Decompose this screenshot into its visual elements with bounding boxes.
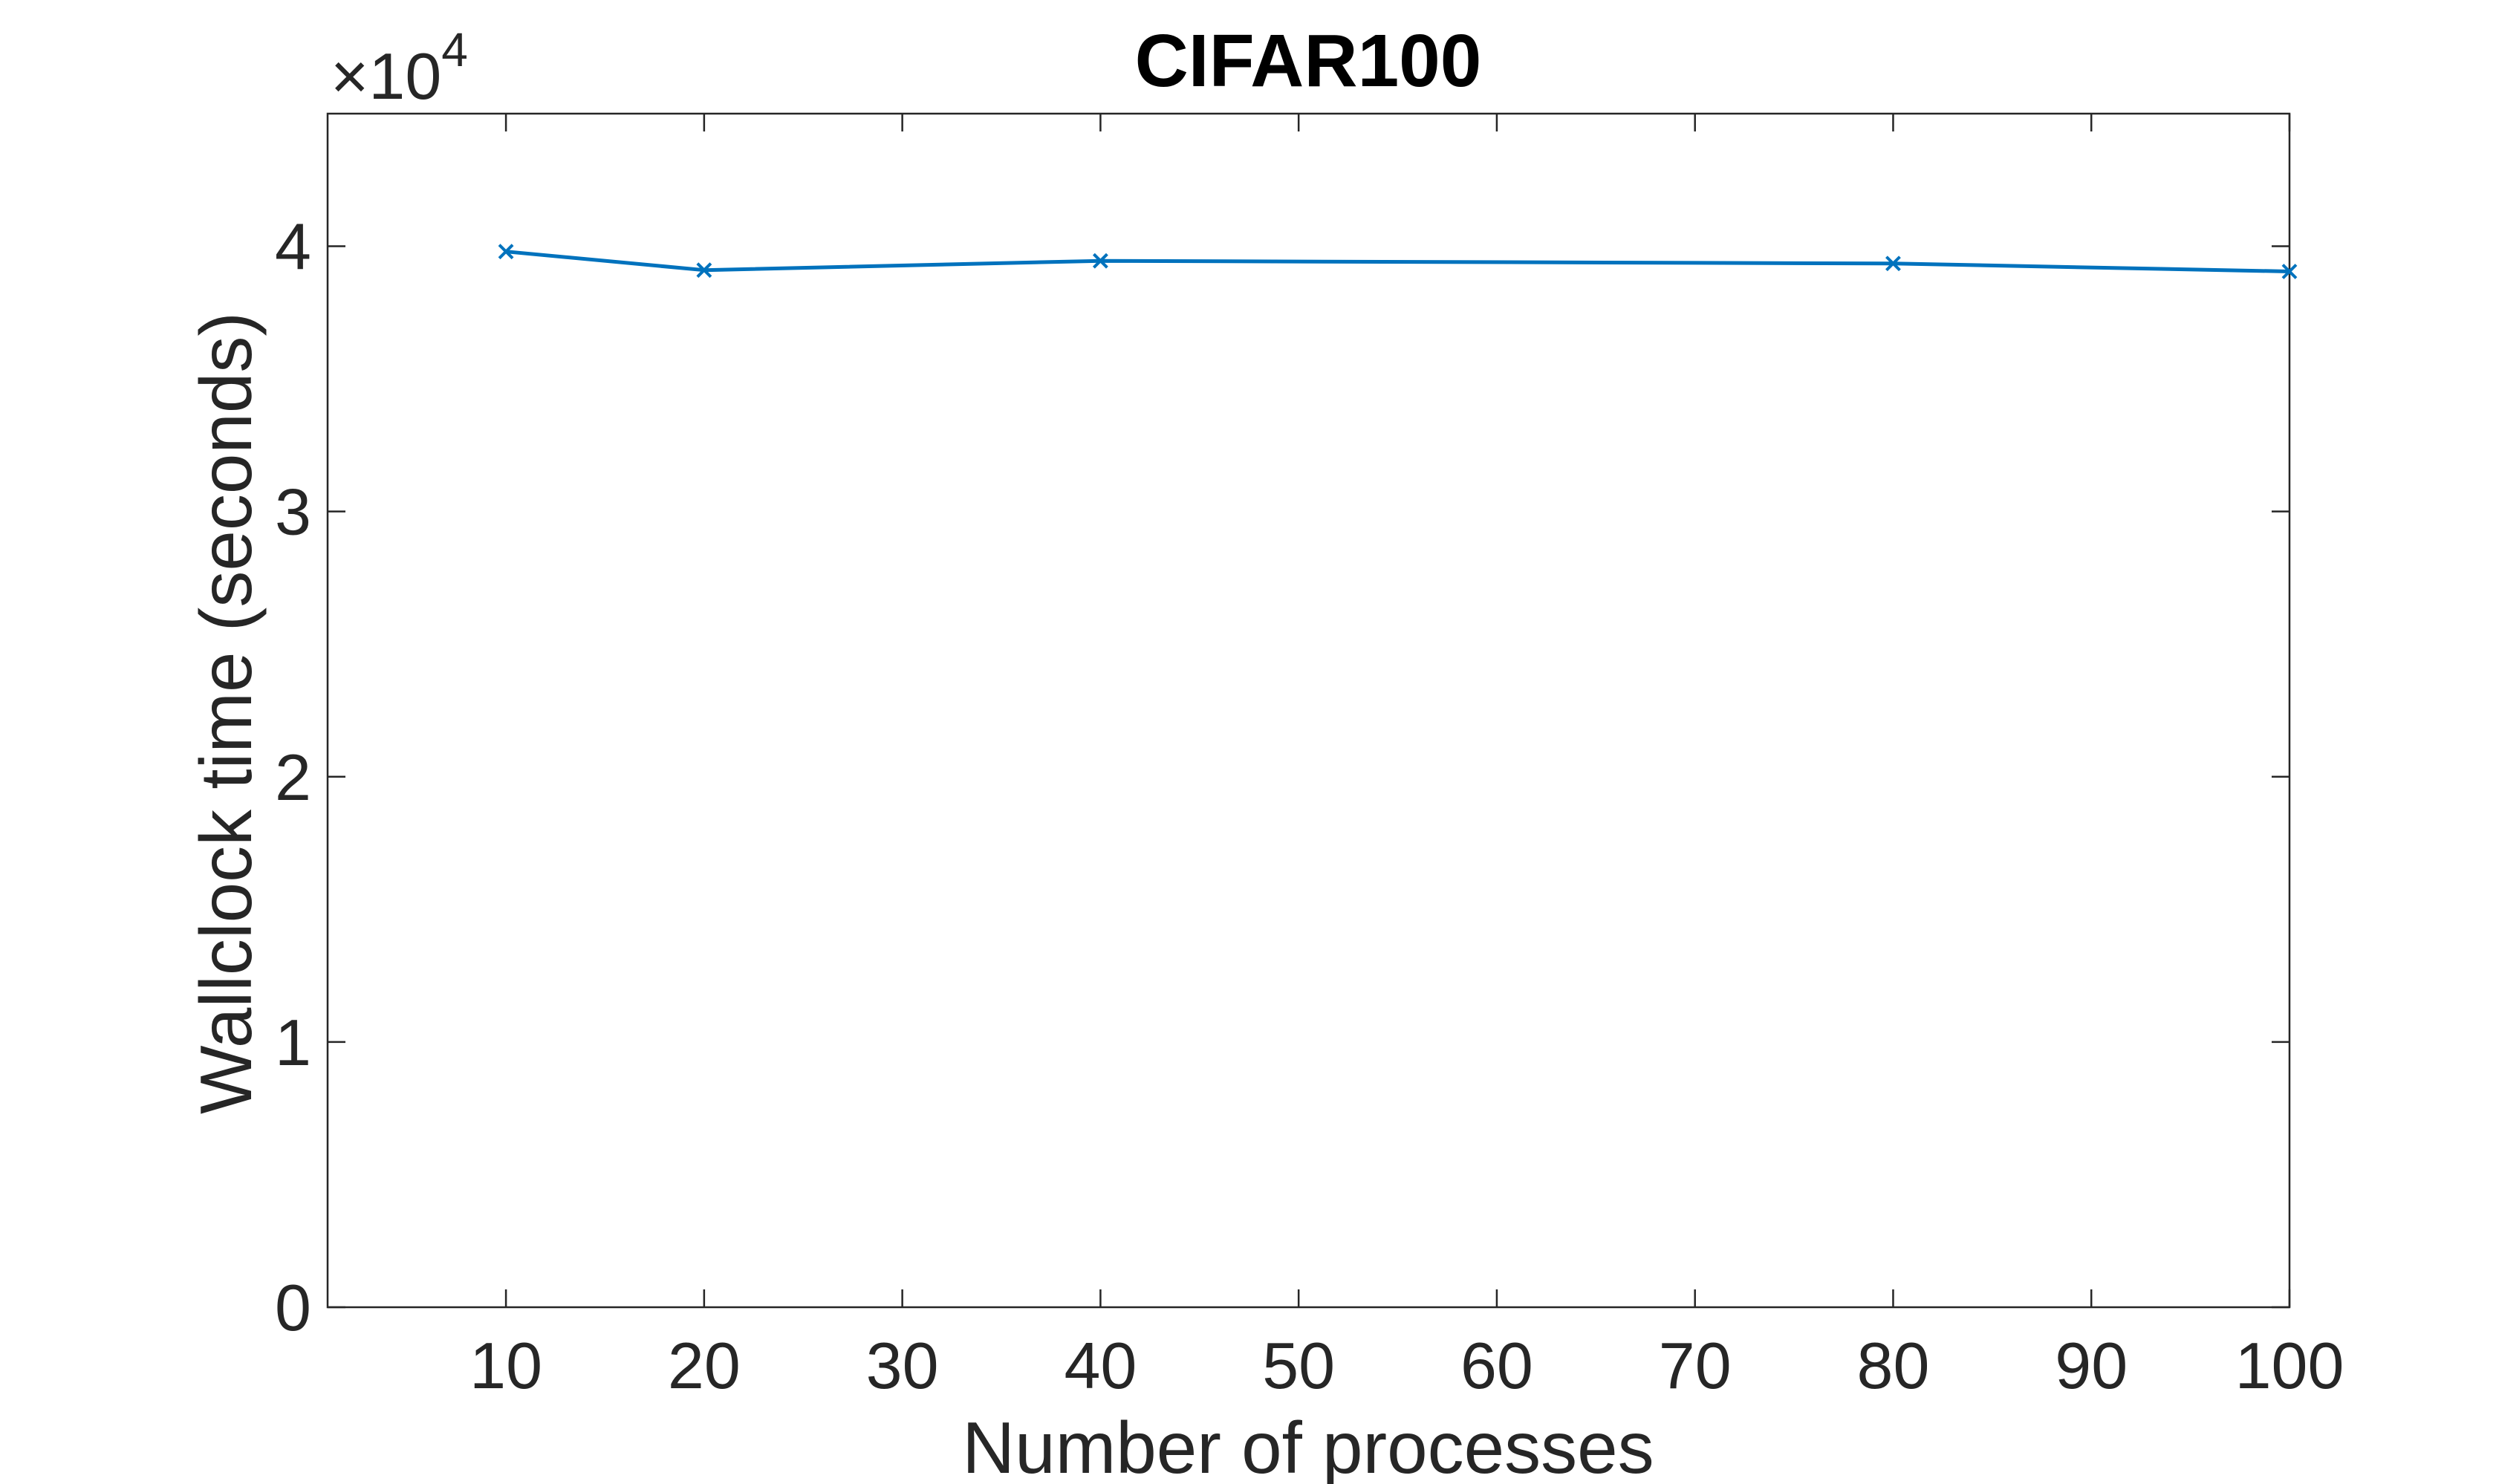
marker-stroke: [696, 262, 712, 279]
data-point-marker: [1885, 256, 1901, 272]
marker-stroke: [498, 244, 514, 260]
y-exponent-prefix: ×10: [331, 39, 441, 113]
y-tick-label: 3: [275, 475, 311, 549]
marker-stroke: [2281, 264, 2298, 279]
series-layer: [498, 244, 2298, 279]
svg-text:×104: ×104: [331, 23, 468, 113]
x-tick-label: 60: [1460, 1329, 1533, 1402]
y-axis-ticks: [328, 245, 2289, 1309]
x-tick-label: 40: [1064, 1329, 1137, 1402]
y-axis-tick-labels: 0 1 2 3 4: [275, 210, 311, 1344]
data-point-marker: [1092, 253, 1108, 269]
x-axis-ticks: [504, 114, 2291, 1307]
y-axis-label: Wallclock time (seconds): [185, 312, 267, 1114]
y-tick-label: 4: [275, 210, 311, 284]
y-tick-label: 1: [275, 1006, 311, 1079]
x-tick-label: 90: [2055, 1329, 2128, 1402]
y-exponent-label: ×104: [331, 23, 468, 113]
x-axis-label: Number of processes: [962, 1407, 1654, 1484]
x-tick-label: 100: [2235, 1329, 2344, 1402]
x-tick-label: 10: [469, 1329, 542, 1402]
y-tick-label: 0: [275, 1271, 311, 1344]
x-axis-tick-labels: 10 20 30 40 50 60 70 80 90 100: [469, 1329, 2344, 1402]
data-point-marker: [696, 262, 712, 279]
chart-title: CIFAR100: [1135, 19, 1482, 102]
x-tick-label: 30: [866, 1329, 939, 1402]
x-tick-label: 80: [1857, 1329, 1930, 1402]
marker-stroke: [1092, 253, 1108, 269]
y-exponent-power: 4: [441, 23, 468, 77]
data-point-marker: [2281, 264, 2298, 279]
x-tick-label: 70: [1659, 1329, 1732, 1402]
x-tick-label: 20: [668, 1329, 741, 1402]
data-point-marker: [498, 244, 514, 260]
marker-stroke: [1885, 256, 1901, 272]
x-tick-label: 50: [1262, 1329, 1335, 1402]
axes-box: [326, 112, 2291, 1309]
plot-area: [326, 112, 2298, 1309]
y-tick-label: 2: [275, 741, 311, 814]
